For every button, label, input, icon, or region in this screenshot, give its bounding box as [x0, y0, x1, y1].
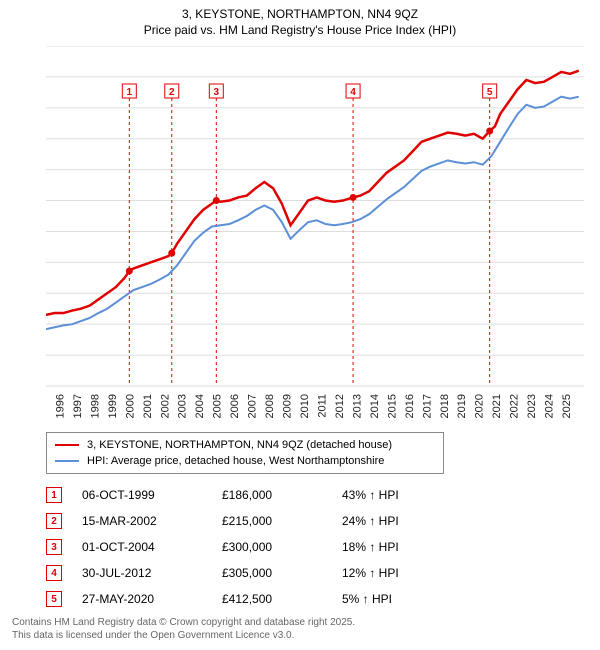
- svg-text:2000: 2000: [124, 394, 136, 418]
- svg-text:2005: 2005: [212, 394, 224, 418]
- svg-text:2024: 2024: [544, 394, 556, 418]
- sale-delta: 5% ↑ HPI: [342, 592, 462, 606]
- svg-text:2001: 2001: [142, 394, 154, 418]
- sale-price: £215,000: [222, 514, 342, 528]
- footer: Contains HM Land Registry data © Crown c…: [12, 616, 355, 642]
- sale-row: 3 01-OCT-2004 £300,000 18% ↑ HPI: [46, 534, 462, 560]
- svg-text:2019: 2019: [456, 394, 468, 418]
- sale-date: 15-MAR-2002: [82, 514, 222, 528]
- svg-text:2002: 2002: [159, 394, 171, 418]
- title-line2: Price paid vs. HM Land Registry's House …: [0, 22, 600, 38]
- chart-title: 3, KEYSTONE, NORTHAMPTON, NN4 9QZ Price …: [0, 0, 600, 38]
- svg-text:2016: 2016: [404, 394, 416, 418]
- svg-text:2008: 2008: [264, 394, 276, 418]
- svg-text:2017: 2017: [421, 394, 433, 418]
- title-line1: 3, KEYSTONE, NORTHAMPTON, NN4 9QZ: [0, 6, 600, 22]
- sale-date: 06-OCT-1999: [82, 488, 222, 502]
- svg-text:2003: 2003: [177, 394, 189, 418]
- svg-text:2007: 2007: [247, 394, 259, 418]
- svg-text:2025: 2025: [561, 394, 573, 418]
- legend-label-1: HPI: Average price, detached house, West…: [87, 455, 384, 467]
- sale-marker: 4: [46, 565, 62, 581]
- sale-marker: 2: [46, 513, 62, 529]
- svg-text:1996: 1996: [54, 394, 66, 418]
- svg-text:2018: 2018: [439, 394, 451, 418]
- price-chart: £0£50K£100K£150K£200K£250K£300K£350K£400…: [46, 46, 584, 422]
- sale-row: 2 15-MAR-2002 £215,000 24% ↑ HPI: [46, 508, 462, 534]
- sales-table: 1 06-OCT-1999 £186,000 43% ↑ HPI 2 15-MA…: [46, 482, 462, 612]
- svg-text:2006: 2006: [229, 394, 241, 418]
- svg-text:2012: 2012: [334, 394, 346, 418]
- sale-delta: 43% ↑ HPI: [342, 488, 462, 502]
- sale-date: 30-JUL-2012: [82, 566, 222, 580]
- sale-date: 27-MAY-2020: [82, 592, 222, 606]
- footer-line1: Contains HM Land Registry data © Crown c…: [12, 616, 355, 629]
- sale-marker: 1: [46, 487, 62, 503]
- svg-text:2004: 2004: [194, 394, 206, 418]
- sale-marker: 5: [46, 591, 62, 607]
- svg-text:2015: 2015: [386, 394, 398, 418]
- svg-text:2010: 2010: [299, 394, 311, 418]
- svg-text:1995: 1995: [46, 394, 49, 418]
- sale-date: 01-OCT-2004: [82, 540, 222, 554]
- svg-text:2013: 2013: [351, 394, 363, 418]
- sale-row: 4 30-JUL-2012 £305,000 12% ↑ HPI: [46, 560, 462, 586]
- sale-marker: 3: [46, 539, 62, 555]
- svg-text:2022: 2022: [509, 394, 521, 418]
- svg-text:2021: 2021: [491, 394, 503, 418]
- sale-row: 1 06-OCT-1999 £186,000 43% ↑ HPI: [46, 482, 462, 508]
- sale-price: £412,500: [222, 592, 342, 606]
- svg-text:2023: 2023: [526, 394, 538, 418]
- svg-text:3: 3: [214, 87, 220, 98]
- svg-text:2014: 2014: [369, 394, 381, 418]
- svg-text:2: 2: [169, 87, 175, 98]
- svg-text:1999: 1999: [107, 394, 119, 418]
- svg-text:1998: 1998: [89, 394, 101, 418]
- sale-price: £186,000: [222, 488, 342, 502]
- footer-line2: This data is licensed under the Open Gov…: [12, 629, 355, 642]
- sale-delta: 24% ↑ HPI: [342, 514, 462, 528]
- svg-text:1: 1: [127, 87, 133, 98]
- svg-text:1997: 1997: [72, 394, 84, 418]
- svg-text:2011: 2011: [316, 394, 328, 418]
- svg-text:2009: 2009: [282, 394, 294, 418]
- sale-delta: 18% ↑ HPI: [342, 540, 462, 554]
- sale-delta: 12% ↑ HPI: [342, 566, 462, 580]
- svg-text:5: 5: [487, 87, 493, 98]
- sale-price: £305,000: [222, 566, 342, 580]
- legend: 3, KEYSTONE, NORTHAMPTON, NN4 9QZ (detac…: [46, 432, 444, 474]
- legend-label-0: 3, KEYSTONE, NORTHAMPTON, NN4 9QZ (detac…: [87, 439, 392, 451]
- sale-row: 5 27-MAY-2020 £412,500 5% ↑ HPI: [46, 586, 462, 612]
- sale-price: £300,000: [222, 540, 342, 554]
- svg-text:4: 4: [350, 87, 356, 98]
- svg-text:2020: 2020: [474, 394, 486, 418]
